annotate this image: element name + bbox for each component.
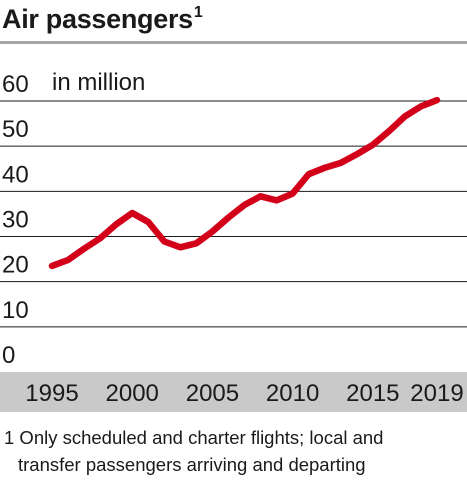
- title-rule: [0, 41, 467, 44]
- y-tick-labels: 0 10 20 30 40 50 60: [2, 71, 29, 369]
- y-unit-label: in million: [52, 69, 145, 96]
- y-tick-label-20: 20: [2, 252, 29, 279]
- x-tick-labels: 1995 2000 2005 2010 2015 2019: [25, 380, 463, 407]
- x-tick-label-2010: 2010: [266, 380, 319, 407]
- x-tick-label-2005: 2005: [186, 380, 239, 407]
- x-axis-band: [0, 372, 467, 412]
- y-tick-label-60: 60: [2, 71, 29, 98]
- x-tick-label-2015: 2015: [346, 380, 399, 407]
- footnote-line-1: 1 Only scheduled and charter flights; lo…: [4, 427, 384, 448]
- y-tick-label-30: 30: [2, 207, 29, 234]
- y-tick-label-0: 0: [2, 342, 15, 369]
- gridlines: [0, 100, 467, 328]
- y-tick-label-50: 50: [2, 116, 29, 143]
- x-tick-label-2019: 2019: [410, 380, 463, 407]
- title-footnote-marker: 1: [193, 4, 203, 21]
- y-tick-label-40: 40: [2, 161, 29, 188]
- x-tick-label-2000: 2000: [106, 380, 159, 407]
- footnote: 1 Only scheduled and charter flights; lo…: [4, 424, 383, 478]
- y-tick-label-10: 10: [2, 297, 29, 324]
- chart-title: Air passengers1: [2, 4, 203, 34]
- x-tick-label-1995: 1995: [25, 380, 78, 407]
- footnote-line-2: transfer passengers arriving and departi…: [18, 454, 366, 475]
- series-line-air-passengers: [48, 96, 441, 270]
- line-chart: 0 10 20 30 40 50 60 in million 1995 2000 2005 201…: [0, 69, 467, 412]
